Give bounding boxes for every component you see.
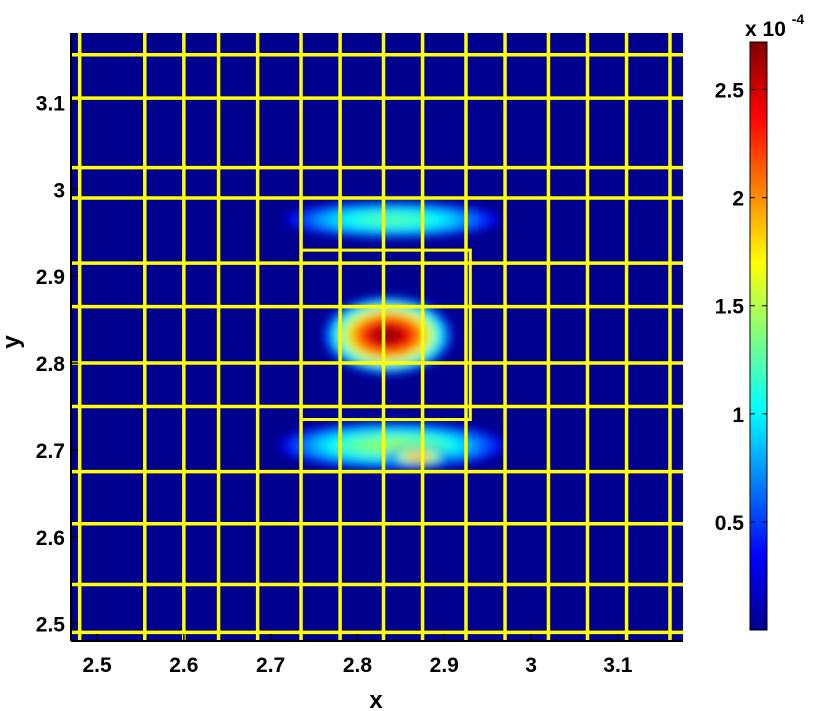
y-tick-label: 2.7 xyxy=(36,440,65,463)
y-tick-label: 2.8 xyxy=(36,353,66,376)
x-tick-label: 2.8 xyxy=(343,654,373,677)
colorbar-tick-label: 2 xyxy=(732,188,744,211)
y-axis-label: y xyxy=(0,335,25,349)
x-tick-label: 2.9 xyxy=(430,654,459,677)
x-axis-label: x xyxy=(369,687,383,711)
field-blob xyxy=(385,447,451,467)
y-tick-label: 2.6 xyxy=(36,527,65,550)
x-tick-label: 3 xyxy=(525,654,537,677)
colorbar-tick-label: 1.5 xyxy=(715,296,745,319)
x-tick-label: 2.6 xyxy=(169,654,198,677)
field-layer xyxy=(278,201,507,470)
field-contour xyxy=(383,218,402,222)
x-axis-ticks: 2.5 2.6 2.7 2.8 2.9 3 3.1 xyxy=(82,634,633,677)
mesh-grid xyxy=(71,33,683,641)
colorbar-multiplier-exponent: -4 xyxy=(792,11,805,27)
x-tick-label: 2.7 xyxy=(256,654,285,677)
y-tick-label: 2.5 xyxy=(36,614,66,637)
refinement-box xyxy=(299,248,472,422)
field-contour xyxy=(415,456,421,458)
colorbar-tick-label: 0.5 xyxy=(715,512,745,535)
colorbar-tick-label: 2.5 xyxy=(715,80,745,103)
colorbar-multiplier-base: x 10 xyxy=(745,18,786,41)
colorbar-multiplier: x 10 -4 xyxy=(745,11,804,41)
field-blob xyxy=(322,296,453,375)
y-tick-label: 2.9 xyxy=(36,266,65,289)
field-contour xyxy=(382,443,402,448)
x-tick-label: 2.5 xyxy=(82,654,112,677)
colorbar-tick-label: 1 xyxy=(732,404,744,427)
y-tick-label: 3.1 xyxy=(36,92,66,115)
plot-area xyxy=(70,33,683,642)
y-tick-label: 3 xyxy=(53,179,65,202)
field-blob xyxy=(283,201,501,239)
y-axis-ticks: 2.5 2.6 2.7 2.8 2.9 3 3.1 xyxy=(36,92,78,637)
colorbar-ticks: 0.5 1 1.5 2 2.5 xyxy=(715,80,767,535)
x-tick-label: 3.1 xyxy=(603,654,633,677)
colorbar-gradient xyxy=(749,41,768,631)
colorbar: 0.5 1 1.5 2 2.5 x 10 -4 xyxy=(715,11,804,631)
